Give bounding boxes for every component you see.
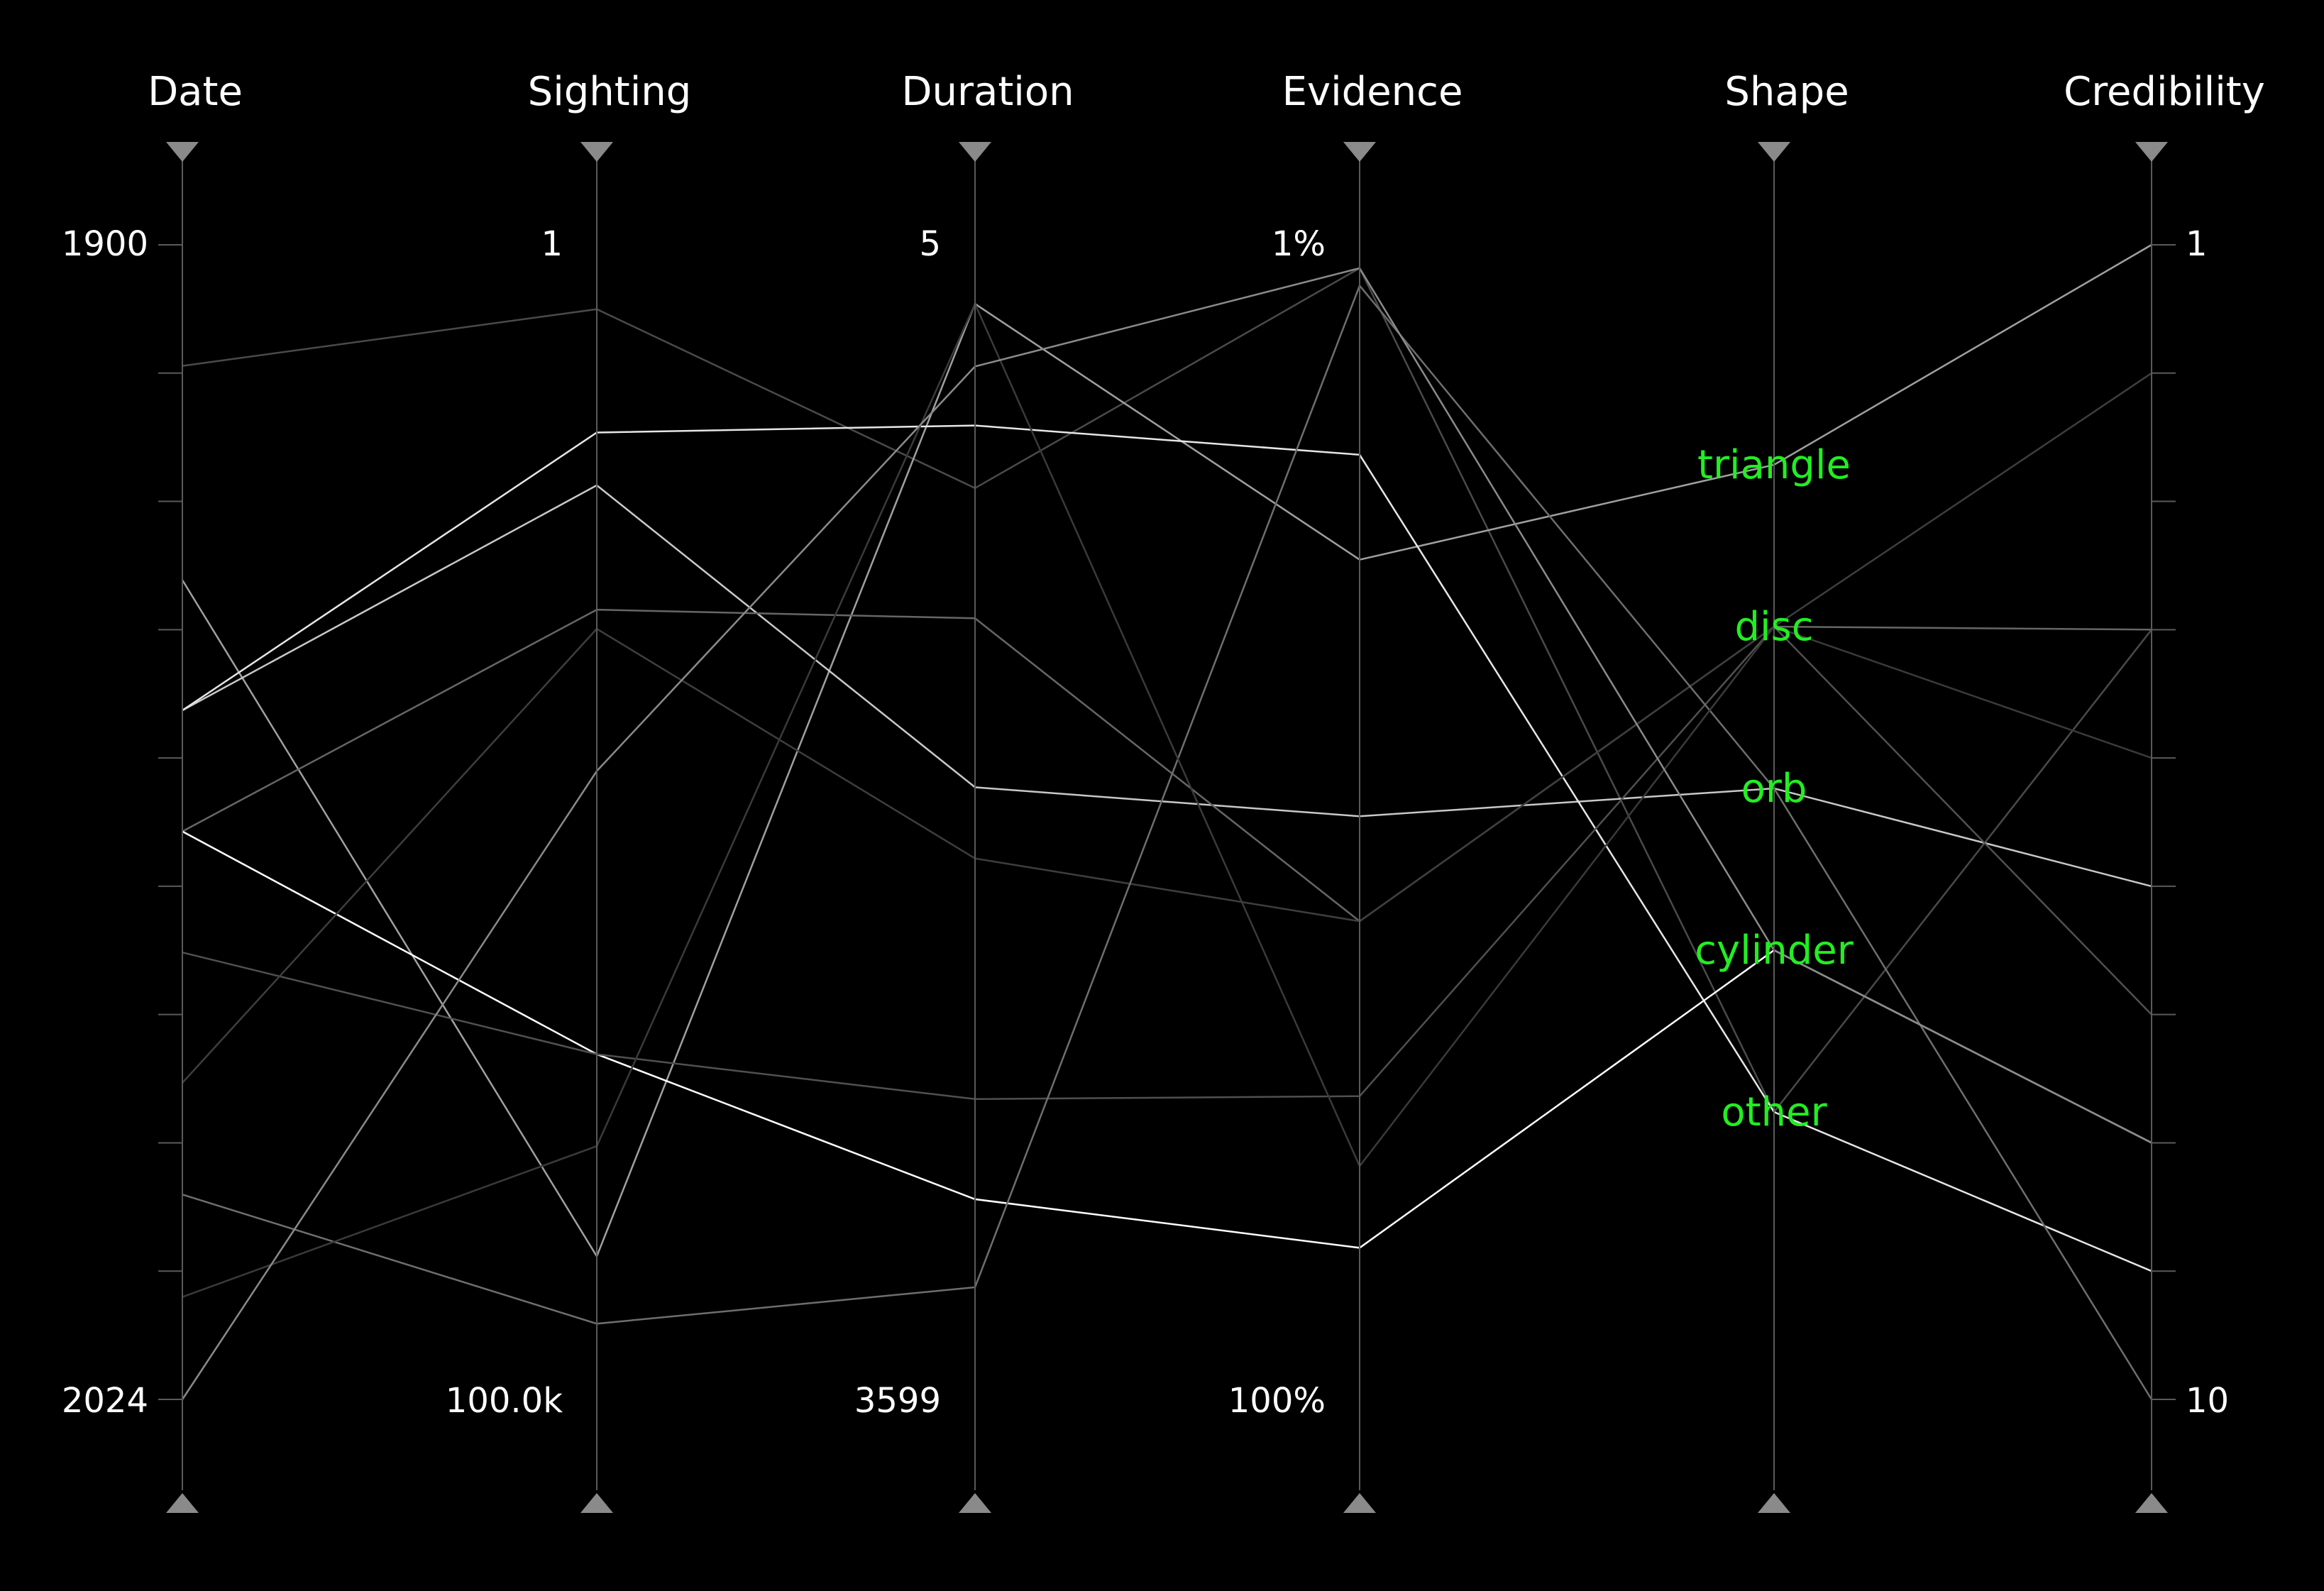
brush-handle-bottom-date[interactable] — [166, 1493, 199, 1513]
axis-title-evidence: Evidence — [1282, 69, 1463, 115]
brush-handle-bottom-shape[interactable] — [1758, 1493, 1790, 1513]
brush-handle-top-credibility[interactable] — [2135, 142, 2168, 162]
category-label-orb: orb — [1741, 766, 1807, 812]
range-min-label-duration: 5 — [919, 224, 941, 264]
axes-layer: Date 1900 2024 Sighting 1 100.0k Duration 5 3599… — [62, 69, 2265, 1513]
range-max-label-credibility: 10 — [2186, 1381, 2229, 1421]
record-line-6 — [182, 830, 2152, 1249]
brush-handle-top-evidence[interactable] — [1343, 142, 1376, 162]
range-max-label-duration: 3599 — [854, 1381, 941, 1421]
range-max-label-date: 2024 — [62, 1381, 148, 1421]
brush-handle-top-date[interactable] — [166, 142, 199, 162]
range-min-label-evidence: 1% — [1272, 224, 1326, 264]
category-label-other: other — [1721, 1089, 1827, 1135]
range-max-label-sighting: 100.0k — [446, 1381, 563, 1421]
brush-handle-bottom-duration[interactable] — [959, 1493, 991, 1513]
range-min-label-sighting: 1 — [541, 224, 563, 264]
record-line-5 — [182, 608, 2152, 923]
record-line-7 — [182, 625, 2152, 1101]
axis-title-date: Date — [148, 69, 243, 115]
record-line-3 — [182, 484, 2152, 888]
axis-date: Date 1900 2024 — [62, 69, 243, 1513]
brush-handle-bottom-sighting[interactable] — [580, 1493, 613, 1513]
axis-title-credibility: Credibility — [2064, 69, 2265, 115]
record-line-10 — [182, 302, 2152, 1298]
record-line-1 — [182, 267, 2152, 1114]
axis-title-duration: Duration — [901, 69, 1074, 115]
record-line-4 — [182, 424, 2152, 1272]
record-line-8 — [182, 372, 2152, 1084]
record-line-11 — [181, 267, 2152, 1400]
axis-sighting: Sighting 1 100.0k — [446, 69, 692, 1513]
range-min-label-credibility: 1 — [2186, 224, 2208, 264]
range-min-label-date: 1900 — [62, 224, 148, 264]
category-label-cylinder: cylinder — [1695, 927, 1854, 974]
polylines-layer — [181, 243, 2153, 1400]
record-line-2 — [181, 243, 2152, 1259]
record-line-9 — [182, 284, 2153, 1400]
brush-handle-bottom-credibility[interactable] — [2135, 1493, 2168, 1513]
axis-duration: Duration 5 3599 — [854, 69, 1074, 1513]
axis-evidence: Evidence 1% 100% — [1228, 69, 1463, 1513]
axis-title-shape: Shape — [1724, 69, 1849, 115]
axis-credibility: Credibility 1 10 — [2064, 69, 2265, 1513]
category-label-disc: disc — [1734, 604, 1813, 650]
brush-handle-bottom-evidence[interactable] — [1343, 1493, 1376, 1513]
brush-handle-top-shape[interactable] — [1758, 142, 1790, 162]
range-max-label-evidence: 100% — [1228, 1381, 1326, 1421]
category-label-triangle: triangle — [1697, 442, 1851, 488]
axis-shape: Shape triangle disc orb cylinder other — [1695, 69, 1854, 1513]
brush-handle-top-sighting[interactable] — [580, 142, 613, 162]
axis-title-sighting: Sighting — [528, 69, 692, 115]
brush-handle-top-duration[interactable] — [959, 142, 991, 162]
